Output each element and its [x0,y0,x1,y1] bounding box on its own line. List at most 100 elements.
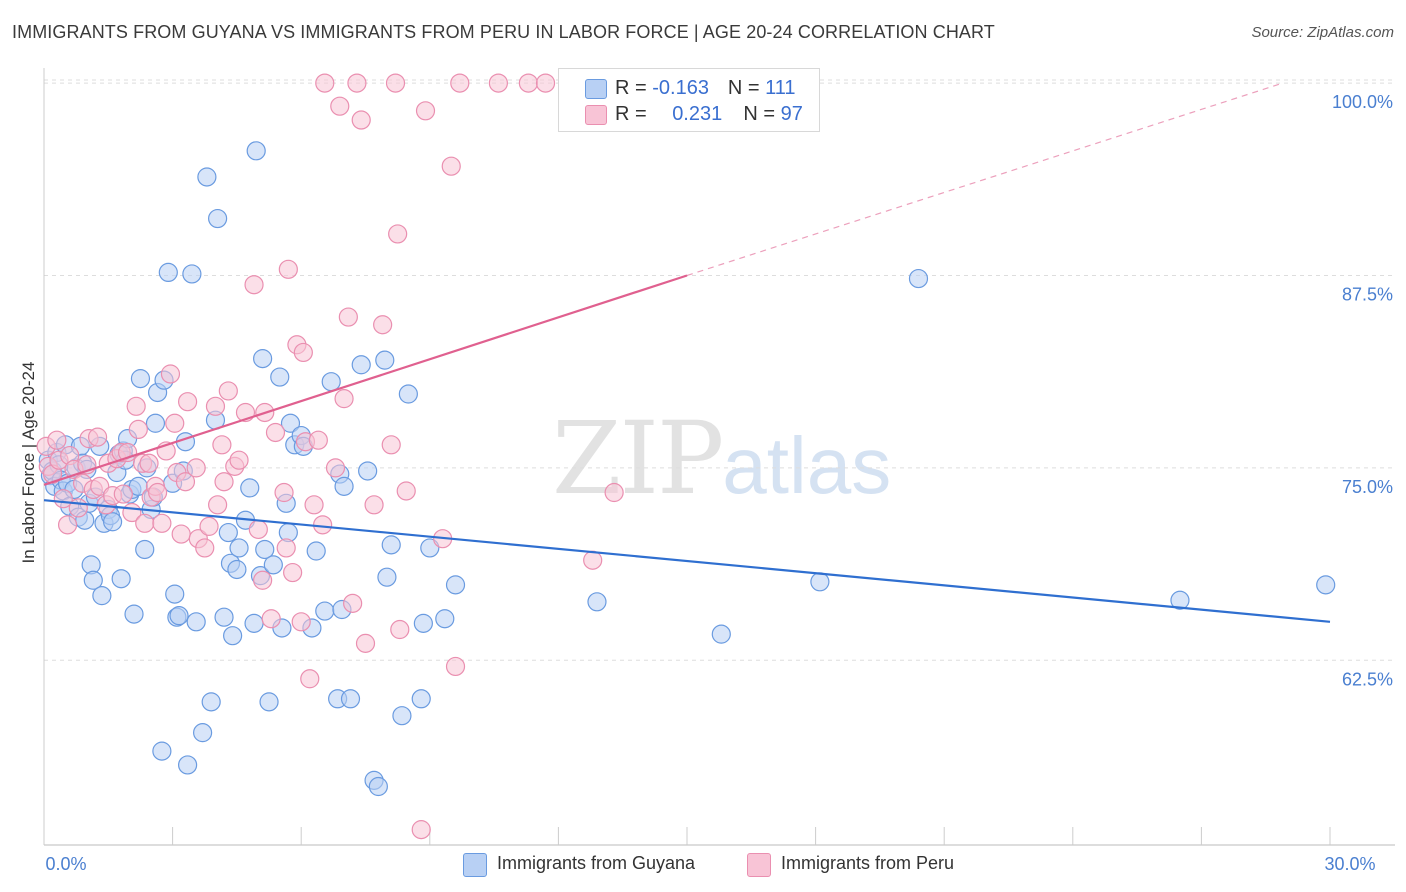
point-peru [113,484,133,504]
point-peru [199,516,219,536]
legend-r-value: 0.231 [672,103,723,125]
point-guyana [411,689,431,709]
bottom-legend-swatch-guyana [463,853,487,877]
point-peru [160,364,181,384]
point-peru [330,96,350,116]
point-guyana [420,538,440,558]
y-tick-label: 62.5% [1342,669,1393,689]
watermark-zip: ZIP [552,400,724,517]
point-guyana [186,612,206,632]
point-peru [68,498,88,518]
point-peru [518,73,538,93]
point-guyana [218,522,238,543]
point-peru [253,570,273,590]
point-peru [308,430,328,450]
point-guyana [908,268,929,289]
point-guyana [435,609,455,629]
point-guyana [214,607,234,627]
point-peru [338,307,358,327]
legend-r-value: -0.163 [652,77,709,99]
point-peru [315,73,335,93]
legend-swatch-guyana [585,79,607,99]
point-guyana [321,372,341,392]
point-guyana [270,367,290,387]
point-peru [396,481,416,501]
point-peru [248,519,268,540]
point-peru [390,619,410,640]
point-peru [126,396,146,416]
point-peru [147,482,168,503]
y-tick-label: 87.5% [1342,284,1393,304]
point-guyana [223,626,243,646]
x-tick-label: 0.0% [45,854,86,874]
point-guyana [201,692,221,712]
watermark-atlas: atlas [722,421,892,510]
watermark: ZIPatlas [552,400,891,517]
point-guyana [340,689,361,709]
point-guyana [124,604,144,624]
point-peru [244,275,264,295]
point-peru [212,435,232,455]
chart-title: IMMIGRANTS FROM GUYANA VS IMMIGRANTS FRO… [12,22,995,42]
point-guyana [306,541,326,561]
point-peru [381,435,401,455]
point-peru [135,513,155,533]
point-peru [291,612,311,632]
y-tick-label: 75.0% [1342,477,1393,497]
point-peru [351,110,371,130]
point-peru [488,73,508,93]
point-peru [334,389,354,409]
point-peru [195,538,215,558]
point-guyana [158,262,178,283]
y-axis-label: In Labor Force | Age 20-24 [19,362,38,564]
point-peru [57,515,78,535]
point-peru [283,562,303,583]
point-guyana [255,539,275,560]
point-guyana [263,555,283,575]
legend-n-value: 111 [765,77,796,99]
point-peru [355,633,376,653]
point-guyana [1170,590,1190,610]
point-guyana [246,141,266,161]
point-peru [175,472,196,492]
point-guyana [1316,575,1336,595]
point-guyana [92,586,112,606]
point-guyana [315,601,335,621]
series-legend: Immigrants from Guyana Immigrants from P… [0,852,1406,878]
point-peru [388,224,408,244]
point-guyana [165,584,185,604]
point-peru [411,820,431,840]
point-peru [178,392,198,412]
point-guyana [197,167,217,187]
point-peru [139,453,159,473]
point-guyana [102,512,123,532]
legend-text-peru: R = 0.231 N = 97 [615,103,803,126]
point-peru [186,458,206,478]
point-peru [304,495,324,515]
y-tick-label: 100.0% [1332,92,1393,112]
point-guyana [229,538,249,558]
point-guyana [381,535,401,555]
point-guyana [358,461,378,481]
point-guyana [130,369,151,389]
point-guyana [253,349,273,369]
source-label: Source: ZipAtlas.com [1251,24,1394,41]
point-guyana [377,567,397,587]
point-peru [214,472,234,492]
point-guyana [111,569,131,589]
point-peru [300,669,320,689]
point-peru [276,538,296,558]
point-peru [450,73,470,93]
point-guyana [368,776,388,797]
legend-text-guyana: R = -0.163 N = 111 [615,77,795,100]
point-guyana [135,539,155,560]
point-peru [208,495,228,515]
point-guyana [240,478,260,498]
point-peru [205,396,226,416]
point-guyana [351,355,371,375]
point-guyana [810,572,830,592]
trend-line-peru [43,274,688,486]
point-guyana [208,208,228,229]
bottom-legend-label-peru: Immigrants from Peru [781,853,955,873]
